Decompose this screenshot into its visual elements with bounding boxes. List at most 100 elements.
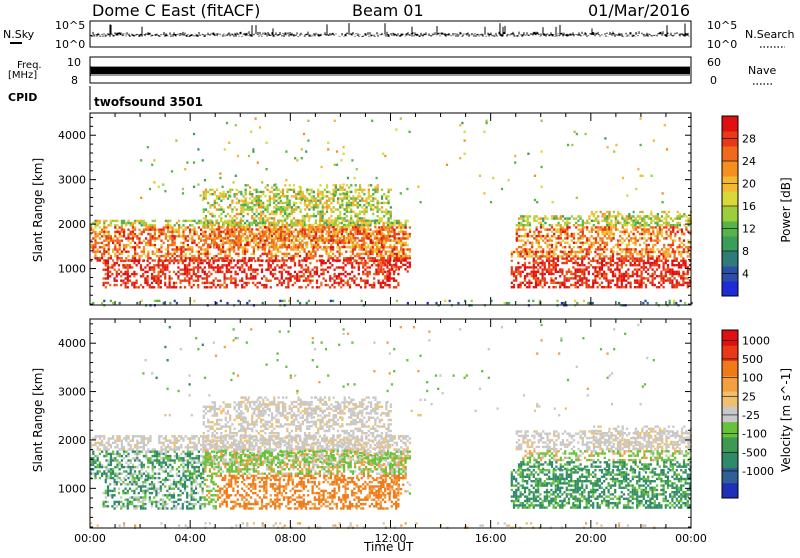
range-cell xyxy=(335,235,337,237)
range-cell xyxy=(339,186,341,188)
range-cell xyxy=(594,260,596,262)
range-cell xyxy=(94,233,96,235)
range-cell xyxy=(322,191,324,193)
range-cell xyxy=(542,271,544,273)
range-cell xyxy=(163,255,165,257)
range-cell xyxy=(586,279,588,281)
range-cell xyxy=(256,197,258,199)
range-cell xyxy=(396,237,398,239)
range-cell xyxy=(122,260,124,262)
range-cell xyxy=(581,279,583,281)
range-cell xyxy=(145,226,147,228)
range-cell xyxy=(138,220,140,222)
range-cell xyxy=(314,266,316,268)
range-cell xyxy=(97,251,99,253)
range-cell xyxy=(327,284,329,286)
range-cell xyxy=(612,275,614,277)
range-cell xyxy=(207,222,209,224)
range-cell xyxy=(559,284,561,286)
range-cell xyxy=(318,275,320,277)
range-cell xyxy=(564,262,566,264)
range-cell xyxy=(520,255,522,257)
range-cell xyxy=(333,230,335,232)
range-cell xyxy=(220,208,222,210)
range-cell xyxy=(224,264,226,266)
range-cell xyxy=(105,240,107,242)
range-cell xyxy=(198,259,200,261)
range-cell xyxy=(583,264,585,266)
range-cell xyxy=(372,204,374,206)
range-cell xyxy=(289,189,291,191)
range-cell xyxy=(180,253,182,255)
range-cell xyxy=(544,273,546,275)
range-cell xyxy=(123,251,125,253)
range-cell xyxy=(247,206,249,208)
range-cell xyxy=(147,240,149,242)
range-cell xyxy=(537,257,539,259)
range-cell xyxy=(187,248,189,250)
range-cell xyxy=(511,260,513,262)
range-cell xyxy=(256,215,258,217)
range-cell xyxy=(177,277,179,279)
range-cell xyxy=(125,264,127,266)
range-cell xyxy=(282,191,284,193)
range-cell xyxy=(327,260,329,262)
range-cell xyxy=(241,286,243,288)
range-cell xyxy=(319,197,321,199)
range-cell xyxy=(267,217,269,219)
range-cell xyxy=(119,248,121,250)
range-cell xyxy=(539,255,541,257)
range-cell xyxy=(371,284,373,286)
range-cell xyxy=(101,235,103,237)
range-cell xyxy=(167,229,169,231)
range-cell xyxy=(294,264,296,266)
range-cell xyxy=(267,219,269,221)
range-cell xyxy=(352,251,354,253)
range-cell xyxy=(361,189,363,191)
range-cell xyxy=(252,282,254,284)
range-cell xyxy=(114,224,116,226)
range-cell xyxy=(305,271,307,273)
range-cell xyxy=(535,284,537,286)
range-cell xyxy=(386,273,388,275)
range-cell xyxy=(279,280,281,282)
range-cell xyxy=(286,202,288,204)
range-cell xyxy=(513,275,515,277)
range-cell xyxy=(335,239,337,241)
range-cell xyxy=(185,220,187,222)
range-cell xyxy=(344,230,346,232)
range-cell xyxy=(227,235,229,237)
range-cell xyxy=(382,271,384,273)
range-cell xyxy=(270,260,272,262)
range-cell xyxy=(286,255,288,257)
range-cell xyxy=(229,248,231,250)
range-cell xyxy=(332,257,334,259)
range-cell xyxy=(363,220,365,222)
range-cell xyxy=(210,266,212,268)
range-cell xyxy=(301,271,303,273)
range-cell xyxy=(350,208,352,210)
range-cell xyxy=(208,260,210,262)
range-cell xyxy=(533,275,535,277)
range-cell xyxy=(114,248,116,250)
range-cell xyxy=(347,257,349,259)
range-cell xyxy=(389,233,391,235)
range-cell xyxy=(235,235,237,237)
range-cell xyxy=(315,222,317,224)
range-cell xyxy=(290,266,292,268)
range-cell xyxy=(332,248,334,250)
range-cell xyxy=(335,186,337,188)
range-cell xyxy=(396,266,398,268)
range-cell xyxy=(390,217,392,219)
range-cell xyxy=(594,255,596,257)
range-cell xyxy=(575,262,577,264)
range-cell xyxy=(370,195,372,197)
range-cell xyxy=(220,237,222,239)
range-cell xyxy=(317,226,319,228)
range-cell xyxy=(205,224,207,226)
range-cell xyxy=(339,197,341,199)
range-cell xyxy=(160,255,162,257)
range-cell xyxy=(361,244,363,246)
range-cell xyxy=(189,233,191,235)
range-cell xyxy=(121,226,123,228)
